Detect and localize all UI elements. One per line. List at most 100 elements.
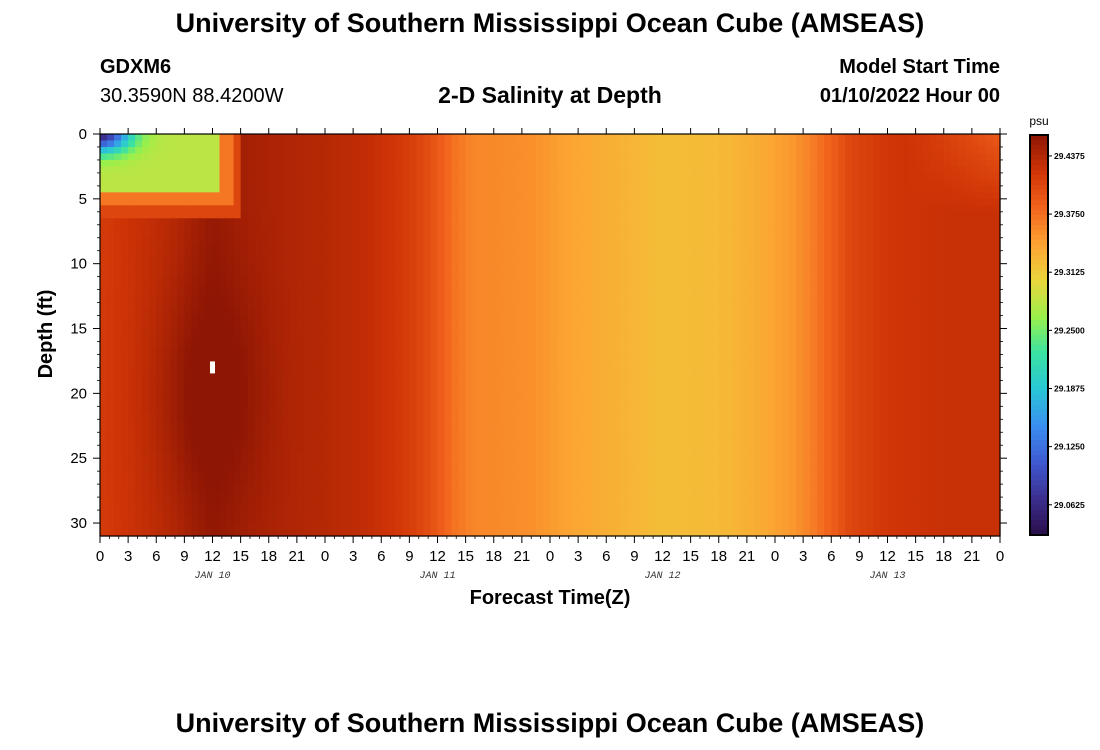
- heatmap-cell: [289, 224, 298, 232]
- heatmap-cell: [107, 218, 115, 226]
- heatmap-cell: [107, 425, 115, 433]
- heatmap-cell: [655, 490, 664, 498]
- heatmap-cell: [177, 354, 185, 362]
- heatmap-cell: [114, 276, 122, 284]
- heatmap-cell: [409, 140, 418, 148]
- heatmap-cell: [437, 205, 446, 213]
- heatmap-cell: [135, 497, 143, 505]
- heatmap-cell: [564, 146, 572, 155]
- heatmap-cell: [514, 341, 523, 349]
- heatmap-cell: [191, 211, 200, 219]
- heatmap-cell: [550, 399, 558, 407]
- heatmap-cell: [374, 360, 382, 369]
- heatmap-cell: [374, 497, 382, 505]
- heatmap-cell: [648, 503, 657, 511]
- heatmap-cell: [100, 166, 108, 174]
- heatmap-cell: [550, 510, 558, 518]
- heatmap-cell: [177, 192, 185, 200]
- heatmap-cell: [437, 393, 446, 401]
- heatmap-cell: [205, 224, 214, 232]
- heatmap-cell: [374, 354, 382, 362]
- heatmap-cell: [177, 373, 185, 381]
- heatmap-cell: [381, 153, 389, 161]
- heatmap-cell: [571, 185, 579, 193]
- heatmap-cell: [571, 523, 579, 531]
- heatmap-cell: [156, 250, 164, 258]
- heatmap-cell: [247, 185, 256, 193]
- heatmap-cell: [458, 438, 467, 446]
- heatmap-cell: [212, 205, 221, 213]
- heatmap-cell: [634, 250, 643, 258]
- heatmap-cell: [205, 438, 214, 446]
- heatmap-cell: [261, 276, 270, 284]
- heatmap-cell: [479, 328, 488, 336]
- heatmap-cell: [198, 341, 207, 349]
- heatmap-cell: [261, 412, 270, 420]
- heatmap-cell: [353, 218, 361, 226]
- heatmap-cell: [360, 198, 368, 206]
- heatmap-cell: [374, 166, 382, 174]
- heatmap-cell: [592, 399, 600, 407]
- heatmap-cell: [296, 283, 305, 291]
- heatmap-cell: [613, 484, 621, 492]
- heatmap-cell: [163, 257, 171, 265]
- heatmap-cell: [339, 289, 347, 297]
- heatmap-cell: [437, 276, 446, 284]
- heatmap-cell: [648, 347, 657, 356]
- heatmap-cell: [599, 380, 607, 388]
- heatmap-cell: [247, 516, 256, 524]
- heatmap-cell: [367, 406, 375, 414]
- heatmap-cell: [114, 373, 122, 381]
- heatmap-cell: [557, 328, 565, 336]
- heatmap-cell: [374, 341, 382, 349]
- heatmap-cell: [437, 192, 446, 200]
- heatmap-cell: [535, 529, 544, 537]
- heatmap-cell: [170, 172, 178, 180]
- heatmap-cell: [219, 283, 228, 291]
- heatmap-cell: [128, 237, 136, 245]
- heatmap-cell: [430, 270, 439, 278]
- heatmap-cell: [507, 134, 516, 142]
- heatmap-cell: [599, 432, 607, 440]
- heatmap-cell: [317, 205, 326, 213]
- heatmap-cell: [254, 380, 263, 388]
- heatmap-cell: [627, 322, 635, 330]
- heatmap-cell: [557, 315, 565, 323]
- heatmap-cell: [592, 211, 600, 219]
- heatmap-cell: [226, 360, 235, 369]
- heatmap-cell: [282, 484, 291, 492]
- heatmap-cell: [353, 451, 361, 459]
- heatmap-cell: [142, 477, 150, 485]
- heatmap-cell: [606, 263, 614, 271]
- heatmap-cell: [542, 393, 551, 401]
- heatmap-cell: [535, 335, 544, 343]
- heatmap-cell: [332, 296, 340, 304]
- heatmap-cell: [613, 380, 621, 388]
- heatmap-cell: [177, 244, 185, 252]
- heatmap-cell: [662, 179, 671, 187]
- heatmap-cell: [500, 296, 509, 304]
- heatmap-cell: [521, 315, 530, 323]
- heatmap-cell: [360, 192, 368, 200]
- heatmap-cell: [613, 354, 621, 362]
- heatmap-cell: [226, 309, 235, 317]
- heatmap-cell: [648, 523, 657, 531]
- heatmap-cell: [163, 263, 171, 271]
- heatmap-cell: [402, 224, 410, 232]
- heatmap-cell: [191, 458, 200, 466]
- heatmap-cell: [395, 276, 403, 284]
- heatmap-cell: [310, 250, 319, 258]
- heatmap-cell: [191, 335, 200, 343]
- heatmap-cell: [416, 244, 425, 252]
- heatmap-cell: [282, 283, 291, 291]
- heatmap-cell: [205, 263, 214, 271]
- heatmap-cell: [121, 523, 129, 531]
- heatmap-cell: [486, 153, 495, 161]
- heatmap-cell: [507, 386, 516, 394]
- heatmap-cell: [571, 347, 579, 356]
- heatmap-cell: [557, 289, 565, 297]
- heatmap-cell: [388, 237, 396, 245]
- heatmap-cell: [205, 237, 214, 245]
- heatmap-cell: [163, 146, 171, 155]
- heatmap-cell: [641, 497, 650, 505]
